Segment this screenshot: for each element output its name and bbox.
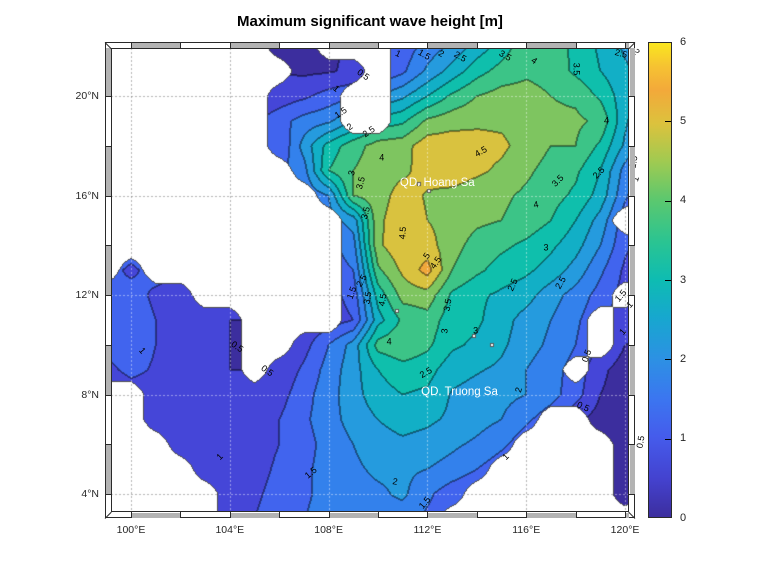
colorbar-tick (665, 200, 671, 202)
ruler-separator (229, 512, 231, 518)
ruler-separator (629, 444, 635, 446)
colorbar-tick (665, 438, 671, 440)
ruler-separator (625, 512, 627, 518)
ruler-fill (630, 145, 635, 196)
contour-label: 3 (543, 242, 549, 253)
colorbar-tick-label: 1 (680, 432, 687, 445)
ruler-fill (630, 444, 635, 495)
ruler-separator (629, 295, 635, 297)
ruler-separator (328, 512, 330, 518)
ruler-separator (105, 96, 111, 98)
contour-label: 4 (386, 336, 392, 347)
ruler-fill (427, 43, 477, 48)
contour-label: 4 (379, 152, 385, 163)
ruler-fill (526, 513, 576, 518)
ruler-separator (629, 245, 635, 247)
colorbar-tick-label: 5 (680, 114, 687, 127)
contour-label: 3 (473, 325, 479, 336)
ruler-fill (106, 444, 111, 495)
ruler-separator (105, 245, 111, 247)
ruler-separator (629, 494, 635, 496)
ruler-fill (526, 43, 576, 48)
ruler-fill (106, 344, 111, 395)
ruler-separator (526, 512, 528, 518)
ruler-fill (131, 43, 181, 48)
ruler-separator (378, 42, 380, 48)
y-tick-label: 8°N (81, 388, 99, 401)
x-tick-label: 120°E (610, 524, 640, 536)
ruler-separator (328, 42, 330, 48)
colorbar-tick-label: 0 (680, 511, 687, 524)
x-tick-label: 112°E (413, 524, 442, 536)
y-tick-label: 12°N (75, 289, 99, 302)
ruler-fill (328, 43, 378, 48)
x-tick-label: 100°E (116, 524, 146, 536)
ruler-separator (629, 145, 635, 147)
ruler-separator (629, 96, 635, 98)
ruler-fill (106, 145, 111, 196)
ruler-separator (180, 42, 182, 48)
ruler-separator (131, 512, 132, 518)
ruler-separator (105, 344, 111, 346)
ruler-separator (229, 42, 231, 48)
colorbar-tick-label: 3 (680, 273, 687, 286)
map-frame-inner (111, 48, 629, 512)
colorbar-tick-label: 2 (680, 352, 687, 365)
ruler-separator (279, 42, 281, 48)
contour-label: 4 (604, 115, 610, 126)
chart-title: Maximum significant wave height [m] (237, 13, 503, 30)
ruler-fill (630, 48, 635, 97)
ruler-separator (476, 512, 478, 518)
x-tick-label: 108°E (314, 524, 343, 536)
ruler-fill (630, 344, 635, 395)
ruler-separator (378, 512, 380, 518)
ruler-separator (476, 42, 478, 48)
ruler-fill (630, 245, 635, 296)
ruler-separator (629, 344, 635, 346)
ruler-fill (106, 245, 111, 296)
ruler-separator (105, 145, 111, 147)
colorbar-tick (665, 121, 671, 123)
ruler-separator (105, 295, 111, 297)
contour-label: 0.5 (634, 434, 647, 449)
ruler-separator (131, 42, 132, 48)
ruler-fill (229, 43, 280, 48)
colorbar-tick-label: 6 (680, 35, 687, 48)
ruler-separator (105, 394, 111, 396)
ruler-separator (575, 42, 577, 48)
map-canvas (111, 48, 629, 512)
ruler-fill (427, 513, 477, 518)
x-tick-label: 116°E (512, 524, 541, 536)
ruler-fill (625, 43, 629, 48)
ruler-separator (105, 195, 111, 197)
ruler-fill (229, 513, 280, 518)
ruler-fill (106, 48, 111, 97)
ruler-separator (629, 195, 635, 197)
y-tick-label: 20°N (75, 90, 99, 103)
ruler-separator (105, 494, 111, 496)
ruler-fill (328, 513, 378, 518)
y-tick-label: 16°N (75, 189, 99, 202)
ruler-separator (629, 394, 635, 396)
ruler-separator (427, 512, 429, 518)
ruler-fill (625, 513, 629, 518)
ruler-fill (131, 513, 181, 518)
ruler-separator (105, 444, 111, 446)
ruler-separator (180, 512, 182, 518)
ruler-separator (625, 42, 627, 48)
y-tick-label: 4°N (81, 488, 99, 501)
ruler-separator (279, 512, 281, 518)
ruler-separator (575, 512, 577, 518)
island-group-label: QD. Hoang Sa (399, 177, 475, 190)
colorbar-tick (665, 280, 671, 281)
island-group-label: QD. Truong Sa (421, 386, 498, 399)
ruler-separator (427, 42, 429, 48)
colorbar-tick (665, 359, 671, 361)
ruler-separator (526, 42, 528, 48)
x-tick-label: 104°E (215, 524, 245, 536)
colorbar-tick-label: 4 (680, 194, 687, 207)
